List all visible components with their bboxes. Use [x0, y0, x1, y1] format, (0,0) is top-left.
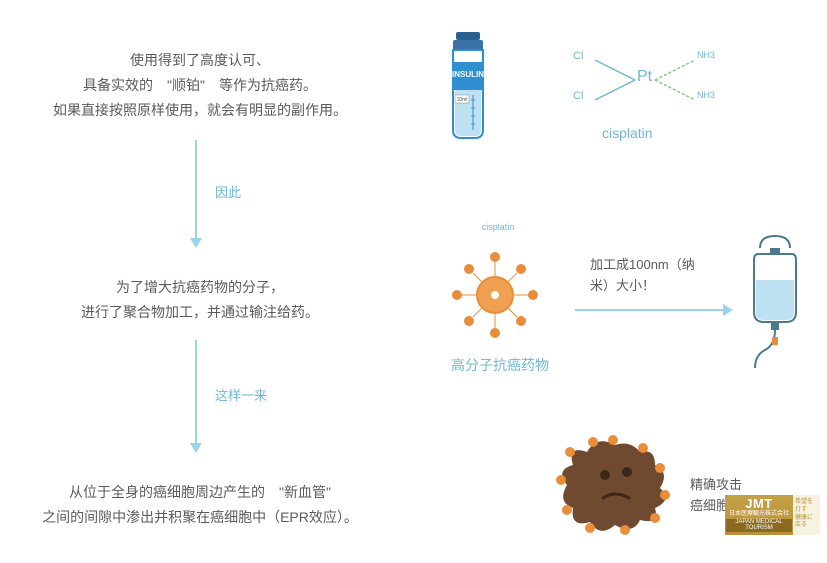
- cancer-cell-icon: [555, 430, 675, 545]
- logo-main: JMT 日本医療観光株式会社 JAPAN MEDICAL TOURISM: [725, 495, 793, 535]
- logo-side: 希望を灯す 健康に戻る: [793, 495, 820, 535]
- step3-text: 从位于全身的癌细胞周边产生的 "新血管" 之间的间隙中渗出并积聚在癌细胞中（EP…: [10, 480, 390, 530]
- step1-line1: 使用得到了高度认可、: [20, 48, 380, 73]
- arrow-right: [575, 309, 725, 311]
- mol-cl1: Cl: [573, 50, 583, 62]
- step3-line1: 从位于全身的癌细胞周边产生的 "新血管": [10, 480, 390, 505]
- logo-side2: 健康に戻る: [795, 515, 818, 531]
- step1-line3: 如果直接按照原样使用，就会有明显的副作用。: [20, 98, 380, 123]
- logo-sub-jp: 日本医療観光株式会社: [726, 511, 792, 518]
- mol-nh3a: NH3: [697, 50, 715, 60]
- step1-line2: 具备实效的 "顺铂" 等作为抗癌药。: [20, 73, 380, 98]
- cisplatin-molecule-icon: Cl Cl Pt NH3 NH3: [555, 45, 725, 135]
- polymer-small-label: cisplatin: [478, 222, 518, 232]
- step1-text: 使用得到了高度认可、 具备实效的 "顺铂" 等作为抗癌药。 如果直接按照原样使用…: [20, 48, 380, 124]
- logo-brand: JMT: [726, 497, 792, 511]
- arrow-down-1: [195, 140, 197, 240]
- cell-text-line1: 精确攻击: [690, 475, 742, 496]
- vial-volume: 10ml: [457, 97, 468, 103]
- iv-bag-icon: [740, 230, 810, 375]
- molecule-name: cisplatin: [602, 125, 662, 141]
- step3-line2: 之间的间隙中渗出并积聚在癌细胞中（EPR效应）。: [10, 505, 390, 530]
- arrow2-label: 这样一来: [215, 385, 267, 404]
- logo-sub-en: JAPAN MEDICAL TOURISM: [726, 519, 792, 532]
- polymer-particle-icon: [435, 235, 555, 360]
- step2-text: 为了增大抗癌药物的分子， 进行了聚合物加工，并通过输注给药。: [20, 275, 380, 325]
- logo-side1: 希望を灯す: [795, 499, 818, 515]
- arrow1-label: 因此: [215, 182, 241, 201]
- step2-line1: 为了增大抗癌药物的分子，: [20, 275, 380, 300]
- vial-label: INSULIN: [452, 70, 484, 79]
- polymer-caption: 高分子抗癌药物: [440, 355, 560, 375]
- process-text: 加工成100nm（纳 米）大小！: [590, 255, 695, 297]
- process-line1: 加工成100nm（纳: [590, 255, 695, 276]
- arrow-down-2: [195, 340, 197, 445]
- insulin-vial-icon: INSULIN 10ml: [438, 30, 498, 140]
- mol-cl2: Cl: [573, 90, 583, 102]
- process-line2: 米）大小！: [590, 276, 695, 297]
- mol-nh3b: NH3: [697, 90, 715, 100]
- mol-pt: Pt: [637, 68, 652, 86]
- step2-line2: 进行了聚合物加工，并通过输注给药。: [20, 300, 380, 325]
- jmt-logo: JMT 日本医療観光株式会社 JAPAN MEDICAL TOURISM 希望を…: [725, 495, 820, 535]
